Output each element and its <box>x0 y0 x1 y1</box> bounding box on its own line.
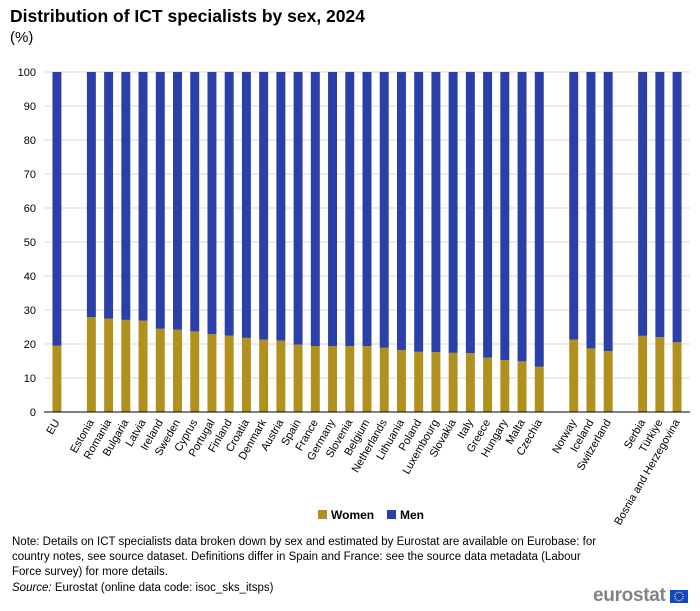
logo-text: eurostat <box>593 585 666 606</box>
bar-men <box>379 72 389 348</box>
bar-men <box>138 72 148 321</box>
bar-women <box>431 352 441 412</box>
bar-women <box>448 352 458 412</box>
y-tick-label: 20 <box>24 339 36 351</box>
bar-women <box>603 351 613 412</box>
bar-men <box>310 72 320 347</box>
bar-women <box>86 317 96 412</box>
bar-women <box>655 337 665 412</box>
chart-source: Source: Eurostat (online data code: isoc… <box>12 582 273 594</box>
bar-women <box>569 339 579 412</box>
chart-title: Distribution of ICT specialists by sex, … <box>10 6 365 26</box>
bar-women <box>328 346 338 412</box>
bar-men <box>517 72 527 362</box>
bar-men <box>603 72 613 352</box>
bar-women <box>104 318 114 412</box>
bar-women <box>207 334 217 412</box>
source-text: Eurostat (online data code: isoc_sks_its… <box>51 582 274 594</box>
bar-women <box>52 345 62 412</box>
bar-men <box>345 72 355 347</box>
bar-women <box>414 351 424 412</box>
y-tick-label: 90 <box>24 101 36 113</box>
bar-women <box>396 350 406 412</box>
bar-men <box>500 72 510 360</box>
bar-women <box>517 361 527 412</box>
bar-women <box>345 346 355 412</box>
bar-men <box>465 72 475 354</box>
bar-men <box>362 72 372 347</box>
x-tick-label: EU <box>44 417 62 436</box>
bar-men <box>241 72 251 338</box>
bar-men <box>534 72 544 367</box>
bar-men <box>173 72 182 330</box>
bar-men <box>104 72 114 319</box>
bar-women <box>638 335 648 412</box>
y-tick-label: 0 <box>30 407 36 419</box>
eu-flag-icon <box>669 589 688 603</box>
bar-women <box>465 353 475 412</box>
bar-men <box>207 72 217 335</box>
y-tick-label: 80 <box>24 135 36 147</box>
bar-men <box>259 72 269 340</box>
bar-men <box>86 72 96 318</box>
bar-women <box>362 346 372 412</box>
bar-men <box>569 72 579 340</box>
bar-women <box>121 319 131 412</box>
bar-women <box>173 329 182 412</box>
bar-men <box>448 72 458 353</box>
bar-men <box>293 72 303 345</box>
bar-women <box>672 342 682 412</box>
bar-men <box>276 72 286 341</box>
legend-swatch <box>387 510 396 519</box>
source-label: Source: <box>12 582 52 594</box>
y-tick-label: 50 <box>24 237 36 249</box>
bar-women <box>310 346 320 412</box>
bar-women <box>534 366 544 412</box>
bar-women <box>155 328 165 412</box>
y-tick-label: 70 <box>24 169 36 181</box>
y-tick-label: 30 <box>24 305 36 317</box>
bar-women <box>190 331 200 412</box>
legend-label: Men <box>400 508 424 522</box>
bar-men <box>328 72 338 347</box>
bar-men <box>224 72 234 336</box>
bar-men <box>483 72 493 358</box>
bar-men <box>586 72 596 349</box>
bar-men <box>155 72 165 329</box>
bar-women <box>241 337 251 412</box>
bar-women <box>293 344 303 412</box>
bar-women <box>276 340 286 412</box>
bar-men <box>414 72 424 352</box>
bar-women <box>379 347 389 412</box>
y-tick-label: 40 <box>24 271 36 283</box>
bar-men <box>431 72 441 353</box>
bar-women <box>500 359 510 412</box>
legend-swatch <box>318 510 327 519</box>
chart-note: Note: Details on ICT specialists data br… <box>12 536 597 578</box>
y-tick-label: 60 <box>24 203 36 215</box>
chart-subtitle: (%) <box>10 29 34 46</box>
bar-men <box>52 72 62 346</box>
bar-men <box>396 72 406 351</box>
bar-women <box>483 357 493 412</box>
bar-men <box>655 72 665 338</box>
y-tick-label: 100 <box>18 67 36 79</box>
bar-women <box>586 348 596 412</box>
bar-men <box>121 72 131 320</box>
bar-men <box>638 72 648 336</box>
legend-label: Women <box>331 508 374 522</box>
bar-women <box>138 320 148 412</box>
y-tick-label: 10 <box>24 373 36 385</box>
bar-women <box>259 339 269 412</box>
bar-men <box>190 72 200 332</box>
eurostat-logo: eurostat <box>593 585 688 607</box>
bar-men <box>672 72 682 343</box>
bar-women <box>224 335 234 412</box>
